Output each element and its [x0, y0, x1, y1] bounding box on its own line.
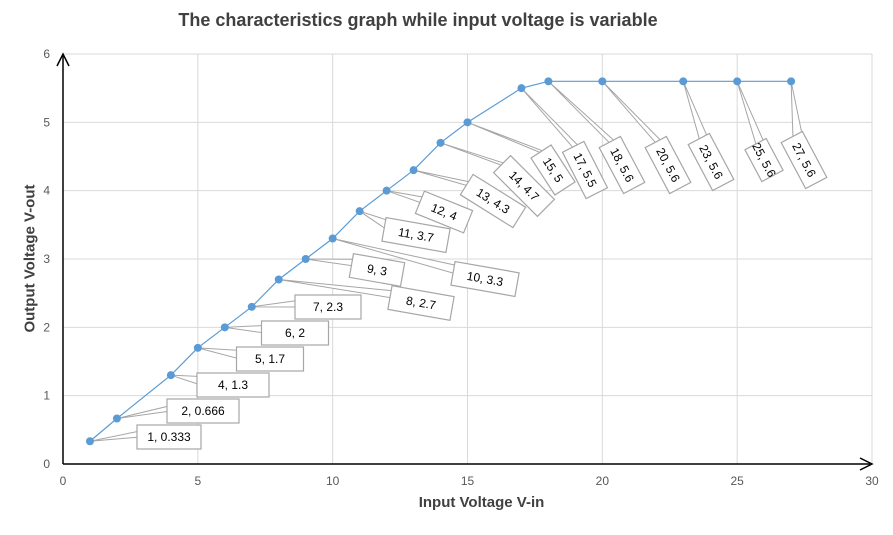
y-tick-label: 1 — [43, 389, 50, 403]
y-tick-label: 6 — [43, 47, 50, 61]
data-label-box: 25, 5.6 — [744, 137, 784, 183]
data-point — [301, 255, 310, 263]
data-label-frame — [598, 135, 646, 195]
data-label-box: 9, 3 — [348, 252, 406, 288]
data-point — [355, 207, 364, 216]
y-tick-label: 2 — [43, 320, 50, 334]
data-label: 4, 1.3 — [218, 378, 248, 392]
data-label-frame — [450, 260, 520, 298]
data-label-frame — [387, 285, 455, 321]
y-tick-label: 0 — [43, 457, 50, 471]
data-label: 11, 3.7 — [397, 225, 435, 245]
data-point — [598, 77, 607, 86]
data-label-frame — [294, 294, 362, 320]
tick-labels: 0 5 10 15 20 25 30 0 1 2 3 4 5 6 — [43, 47, 879, 488]
data-point — [409, 166, 418, 175]
data-label-frame — [196, 372, 270, 398]
data-point — [544, 77, 553, 86]
x-tick-label: 30 — [865, 474, 879, 488]
data-label-callouts: 1, 0.333 2, 0.666 4, 1.3 5, 1.76, 2 7, 2.3 8,… — [89, 80, 828, 450]
data-label-frame — [260, 320, 330, 346]
data-label-frame — [348, 252, 406, 288]
data-point — [247, 302, 256, 311]
data-label: 8, 2.7 — [405, 293, 437, 312]
x-tick-label: 5 — [194, 474, 201, 488]
data-label-box: 14, 4.7 — [492, 154, 556, 218]
x-tick-label: 25 — [730, 474, 744, 488]
data-label: 6, 2 — [285, 326, 305, 340]
data-label-frame — [561, 140, 609, 200]
data-label-frame — [459, 173, 527, 229]
data-label-box: 20, 5.6 — [644, 135, 692, 195]
data-label-frame — [780, 130, 828, 190]
data-label-box: 1, 0.333 — [136, 424, 202, 450]
data-point — [787, 77, 796, 86]
chart-title: The characteristics graph while input vo… — [178, 10, 658, 30]
x-axis-title: Input Voltage V-in — [418, 494, 545, 511]
data-label-frame — [492, 154, 556, 218]
data-label: 10, 3.3 — [466, 269, 505, 289]
x-axis-arrow — [859, 457, 874, 471]
axes — [56, 52, 874, 471]
data-label-frame — [166, 398, 240, 424]
data-point — [436, 138, 445, 147]
data-point — [517, 84, 526, 93]
data-point — [382, 186, 391, 195]
data-label-frame — [381, 216, 451, 254]
callout-leader — [601, 80, 670, 149]
data-point — [112, 414, 121, 423]
data-label-box: 7, 2.3 — [294, 294, 362, 320]
x-tick-label: 10 — [326, 474, 340, 488]
data-label-box: 10, 3.3 — [450, 260, 520, 298]
data-label-frame — [687, 132, 735, 192]
data-label: 7, 2.3 — [313, 300, 343, 314]
data-label-frame — [136, 424, 202, 450]
data-label-frame — [414, 190, 474, 234]
data-point — [679, 77, 688, 86]
data-label: 2, 0.666 — [181, 404, 225, 418]
series-line-group — [89, 80, 792, 442]
data-label-box: 11, 3.7 — [381, 216, 451, 254]
data-point — [85, 437, 94, 446]
data-label-box: 4, 1.3 — [196, 372, 270, 398]
data-label-box: 5, 1.7 — [235, 346, 305, 372]
data-label-frame — [744, 137, 784, 183]
y-tick-label: 3 — [43, 252, 50, 266]
data-label-frame — [530, 144, 576, 196]
data-point — [274, 275, 283, 284]
data-point — [733, 77, 742, 86]
data-label-box: 12, 4 — [414, 190, 474, 234]
data-label-box: 6, 2 — [260, 320, 330, 346]
x-tick-label: 20 — [596, 474, 610, 488]
data-label-frame — [644, 135, 692, 195]
data-point — [166, 371, 175, 380]
data-label-box: 27, 5.6 — [780, 130, 828, 190]
data-points — [85, 77, 796, 446]
data-label: 9, 3 — [366, 261, 388, 278]
data-point — [463, 118, 472, 127]
data-label-frame — [235, 346, 305, 372]
data-point — [220, 323, 229, 332]
callout-leader — [736, 81, 767, 148]
data-label-box: 8, 2.7 — [387, 285, 455, 321]
series-line — [89, 80, 792, 442]
x-tick-label: 0 — [60, 474, 67, 488]
data-point — [193, 343, 202, 352]
data-point — [328, 234, 337, 243]
x-tick-label: 15 — [461, 474, 475, 488]
data-label: 1, 0.333 — [147, 430, 191, 444]
y-axis-arrow — [56, 52, 70, 67]
data-label: 5, 1.7 — [255, 352, 285, 366]
data-label-box: 2, 0.666 — [166, 398, 240, 424]
callout-leader — [467, 121, 553, 156]
callout-leader — [521, 87, 586, 153]
y-tick-label: 4 — [43, 184, 50, 198]
y-tick-label: 5 — [43, 115, 50, 129]
data-label-box: 23, 5.6 — [687, 132, 735, 192]
